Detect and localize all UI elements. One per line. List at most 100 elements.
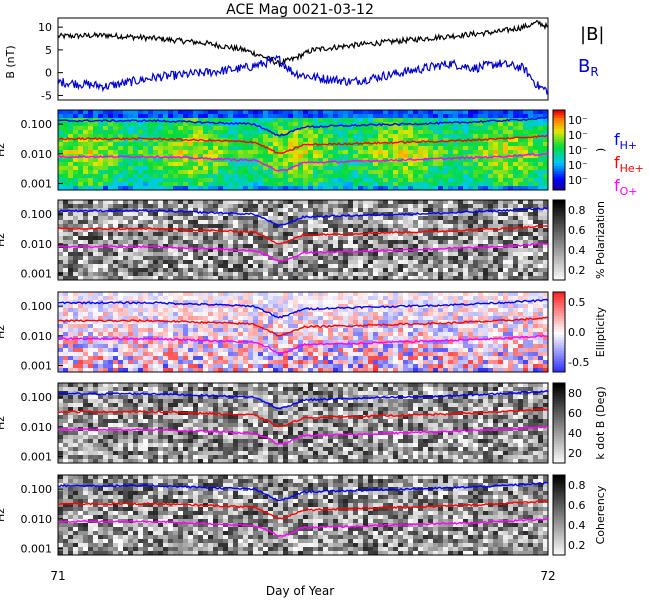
heatmap-cell [148, 150, 153, 154]
heatmap-cell [513, 200, 518, 204]
heatmap-cell [388, 200, 393, 204]
heatmap-cell [213, 316, 218, 320]
heatmap-cell [463, 256, 468, 260]
heatmap-cell [273, 268, 278, 272]
heatmap-cell [63, 142, 68, 146]
heatmap-cell [283, 272, 288, 276]
heatmap-cell [353, 126, 358, 130]
heatmap-cell [368, 220, 373, 224]
heatmap-cell [178, 296, 183, 300]
heatmap-cell [223, 264, 228, 268]
heatmap-cell [368, 166, 373, 170]
heatmap-cell [408, 178, 413, 182]
heatmap-cell [518, 268, 523, 272]
heatmap-cell [128, 352, 133, 356]
heatmap-cell [308, 236, 313, 240]
heatmap-cell [503, 114, 508, 118]
heatmap-cell [203, 216, 208, 220]
heatmap-cell [523, 264, 528, 268]
heatmap-cell [193, 268, 198, 272]
heatmap-cell [83, 272, 88, 276]
heatmap-cell [483, 142, 488, 146]
heatmap-cell [148, 134, 153, 138]
heatmap-cell [353, 224, 358, 228]
heatmap-cell [143, 260, 148, 264]
heatmap-cell [238, 224, 243, 228]
heatmap-cell [108, 260, 113, 264]
heatmap-cell [88, 272, 93, 276]
heatmap-cell [98, 332, 103, 336]
heatmap-cell [258, 154, 263, 158]
heatmap-cell [238, 110, 243, 114]
heatmap-cell [468, 110, 473, 114]
heatmap-cell [228, 300, 233, 304]
heatmap-cell [153, 142, 158, 146]
heatmap-cell [503, 178, 508, 182]
heatmap-cell [133, 340, 138, 344]
colorbar-segment [553, 115, 565, 118]
colorbar-segment [553, 253, 565, 256]
heatmap-cell [188, 240, 193, 244]
heatmap-cell [123, 236, 128, 240]
heatmap-cell [293, 304, 298, 308]
heatmap-cell [98, 324, 103, 328]
heatmap-cell [298, 264, 303, 268]
heatmap-cell [143, 212, 148, 216]
heatmap-cell [138, 122, 143, 126]
heatmap-cell [173, 360, 178, 364]
heatmap-cell [438, 240, 443, 244]
heatmap-cell [403, 130, 408, 134]
heatmap-cell [518, 260, 523, 264]
heatmap-cell [488, 220, 493, 224]
heatmap-cell [538, 158, 543, 162]
heatmap-cell [228, 126, 233, 130]
heatmap-cell [113, 324, 118, 328]
heatmap-cell [333, 110, 338, 114]
heatmap-cell [108, 232, 113, 236]
heatmap-cell [158, 204, 163, 208]
colorbar-segment [553, 261, 565, 264]
heatmap-cell [408, 110, 413, 114]
heatmap-cell [263, 264, 268, 268]
heatmap-cell [263, 336, 268, 340]
heatmap-cell [63, 364, 68, 368]
heatmap-cell [173, 268, 178, 272]
heatmap-cell [118, 360, 123, 364]
heatmap-cell [383, 260, 388, 264]
heatmap-cell [93, 264, 98, 268]
heatmap-cell [68, 240, 73, 244]
heatmap-cell [443, 232, 448, 236]
heatmap-cell [98, 142, 103, 146]
heatmap-cell [328, 240, 333, 244]
heatmap-cell [288, 364, 293, 368]
heatmap-cell [68, 348, 73, 352]
heatmap-cell [153, 292, 158, 296]
heatmap-cell [243, 352, 248, 356]
heatmap-cell [113, 232, 118, 236]
heatmap-cell [263, 352, 268, 356]
heatmap-cell [313, 150, 318, 154]
heatmap-cell [423, 272, 428, 276]
heatmap-cell [468, 134, 473, 138]
heatmap-cell [103, 248, 108, 252]
heatmap-cell [68, 178, 73, 182]
heatmap-cell [233, 364, 238, 368]
heatmap-cell [538, 244, 543, 248]
heatmap-cell [458, 174, 463, 178]
heatmap-cell [133, 328, 138, 332]
heatmap-cell [308, 264, 313, 268]
heatmap-cell [218, 252, 223, 256]
heatmap-cell [218, 256, 223, 260]
heatmap-cell [138, 272, 143, 276]
heatmap-cell [188, 364, 193, 368]
heatmap-cell [463, 216, 468, 220]
heatmap-cell [368, 126, 373, 130]
heatmap-cell [448, 146, 453, 150]
heatmap-cell [88, 360, 93, 364]
heatmap-cell [523, 158, 528, 162]
heatmap-cell [283, 320, 288, 324]
heatmap-cell [283, 304, 288, 308]
heatmap-cell [508, 204, 513, 208]
heatmap-cell [383, 268, 388, 272]
heatmap-cell [418, 114, 423, 118]
